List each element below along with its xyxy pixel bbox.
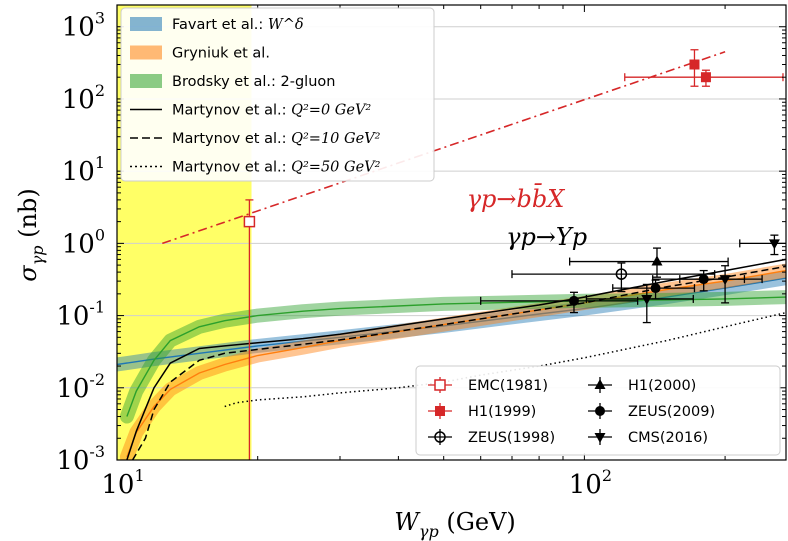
- marker-circle: [568, 295, 579, 306]
- legend-label: CMS(2016): [628, 430, 708, 446]
- legend-label: Brodsky et al.: 2-gluon: [172, 74, 335, 90]
- legend-label: Martynov et al.: Q²=10 GeV²: [172, 131, 381, 147]
- legend-entry: ZEUS(1998): [428, 429, 555, 446]
- band-center-line: [126, 269, 786, 458]
- legend-entry: Martynov et al.: Q²=0 GeV²: [130, 103, 371, 119]
- axes: 10-3 10-2 10-1 100 101 102 103 101 102: [56, 4, 787, 500]
- marker-triangle-down: [719, 275, 731, 286]
- tick-label: 100: [62, 225, 105, 259]
- marker-triangle-down: [641, 294, 653, 305]
- legend-swatch: [130, 74, 162, 88]
- legend-label: Martynov et al.: Q²=0 GeV²: [172, 103, 371, 119]
- legend-label: H1(1999): [468, 404, 536, 420]
- marker-square: [689, 59, 700, 70]
- legend-data: EMC(1981) H1(2000) H1(1999) ZEUS(2009) ZEUS(…: [415, 365, 781, 456]
- tick-label: 10-1: [56, 298, 105, 332]
- legend-swatch: [130, 17, 162, 31]
- tick-label: 10-3: [56, 442, 105, 476]
- data-point: [612, 279, 696, 300]
- legend-entry: CMS(2016): [588, 429, 708, 446]
- y-axis-label: σγp (nb): [14, 188, 47, 281]
- tick-label: 102: [569, 466, 612, 500]
- marker-circle-open: [615, 268, 628, 280]
- legend-frame: [120, 7, 435, 182]
- legend-entry: EMC(1981): [428, 377, 548, 394]
- annotation: γp→bb̄X: [467, 184, 566, 213]
- tick-label: 101: [62, 153, 105, 187]
- axes-frame: [116, 4, 787, 461]
- marker-triangle-down: [594, 433, 606, 443]
- data-point: [511, 262, 716, 293]
- data-point: [739, 234, 786, 256]
- data-point: [480, 291, 639, 314]
- tick-label: 101: [101, 466, 144, 500]
- annotation: γp→Υp: [506, 223, 587, 251]
- series-line: [162, 51, 726, 245]
- legend-entry: H1(2000): [588, 377, 696, 394]
- marker-triangle-up: [651, 255, 663, 266]
- legend-swatch: [130, 45, 162, 60]
- marker-triangle-down: [768, 239, 780, 250]
- legend-label: EMC(1981): [468, 378, 548, 394]
- marker-circle-open: [434, 431, 446, 443]
- legend-entry: Gryniuk et al.: [130, 45, 270, 62]
- legend-entry: Favart et al.: W^δ: [130, 17, 304, 33]
- legend-label: ZEUS(1998): [468, 430, 555, 446]
- legend-label: H1(2000): [628, 378, 696, 394]
- data-point: [243, 199, 256, 460]
- legend-entry: Brodsky et al.: 2-gluon: [130, 74, 335, 90]
- marker-circle: [595, 406, 605, 416]
- marker-triangle-up: [594, 379, 606, 389]
- marker-square-open: [243, 215, 256, 228]
- data-point: [679, 265, 763, 304]
- data-point: [585, 283, 694, 324]
- legend-label: ZEUS(2009): [628, 404, 715, 420]
- marker-circle: [650, 283, 661, 294]
- data-point: [689, 49, 700, 87]
- marker-square: [435, 406, 445, 416]
- legend-models: Favart et al.: W^δ Gryniuk et al. Brodsky …: [120, 7, 435, 182]
- x-axis-label: Wγp (GeV): [394, 508, 516, 541]
- legend-label: Martynov et al.: Q²=50 GeV²: [172, 160, 381, 176]
- legend-label: Gryniuk et al.: [172, 46, 270, 62]
- legend-entry: Martynov et al.: Q²=50 GeV²: [130, 160, 381, 176]
- legend-entry: ZEUS(2009): [588, 403, 715, 420]
- legend-entry: Martynov et al.: Q²=10 GeV²: [130, 131, 381, 147]
- tick-label: 10-2: [56, 370, 105, 404]
- marker-square: [700, 72, 711, 83]
- series-line: [126, 258, 786, 460]
- legend-entry: H1(1999): [428, 403, 536, 420]
- marker-square-open: [434, 379, 446, 391]
- band-center-line: [126, 296, 786, 417]
- band-center-line: [117, 277, 786, 366]
- data-point: [569, 247, 729, 278]
- tick-label: 103: [62, 9, 105, 43]
- tick-label: 102: [62, 81, 105, 115]
- legend-label: Favart et al.: W^δ: [172, 17, 304, 33]
